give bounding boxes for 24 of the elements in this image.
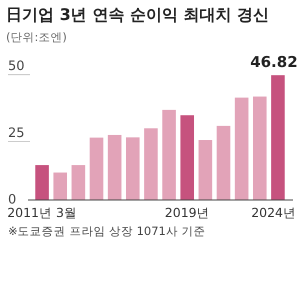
bar bbox=[144, 128, 158, 200]
y-tick-label: 50 bbox=[8, 59, 25, 74]
bar bbox=[72, 165, 86, 200]
text: ※도쿄증권 프라임 상장 1071사 기준 bbox=[8, 224, 206, 238]
bar bbox=[234, 98, 248, 200]
x-tick-label: 2024년 bbox=[251, 205, 296, 220]
bar bbox=[90, 138, 104, 200]
bar bbox=[162, 110, 176, 200]
bar bbox=[35, 165, 49, 200]
bar bbox=[271, 75, 285, 200]
y-tick-label: 0 bbox=[8, 192, 16, 208]
x-tick-label: 2011년 3월 bbox=[7, 205, 77, 220]
chart-subtitle: (단위:조엔) bbox=[6, 30, 67, 44]
y-tick-label: 25 bbox=[8, 126, 25, 141]
bar bbox=[108, 134, 122, 200]
data-label: 46.82 bbox=[250, 53, 298, 72]
bar bbox=[126, 137, 140, 200]
bar bbox=[252, 96, 267, 200]
bar bbox=[216, 126, 230, 200]
x-tick-label: 2019년 bbox=[164, 205, 210, 220]
bar bbox=[53, 172, 68, 200]
chart-title: 日기업 3년 연속 순이익 최대치 경신 bbox=[6, 5, 269, 24]
bar bbox=[198, 140, 212, 200]
bar bbox=[180, 115, 194, 200]
